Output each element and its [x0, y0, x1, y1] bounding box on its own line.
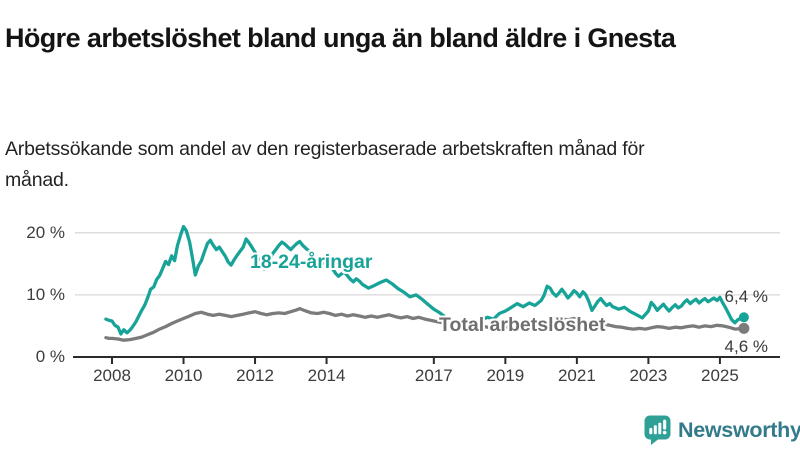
series-line-total: [104, 306, 746, 342]
x-axis-label: 2014: [307, 366, 346, 385]
x-axis-label: 2008: [93, 366, 131, 385]
end-dot-total: [738, 322, 750, 334]
bar-icon-small: [649, 428, 653, 435]
end-value-label-total: 4,6 %: [724, 337, 768, 356]
x-axis-label: 2012: [236, 366, 274, 385]
newsworthy-logo[interactable]: Newsworthy: [644, 415, 800, 445]
exclamation-stem-icon: [663, 419, 667, 430]
x-axis-label: 2025: [700, 366, 739, 385]
x-axis-label: 2023: [629, 366, 668, 385]
y-axis-label: 10 %: [26, 284, 65, 304]
x-axis-label: 2019: [486, 366, 525, 385]
x-axis-label: 2010: [164, 366, 203, 385]
bar-icon-tall: [658, 422, 662, 435]
series-label-total: Total arbetslöshet: [439, 314, 606, 336]
speech-bubble-shape: [644, 415, 671, 445]
newsworthy-logo-icon: [644, 415, 671, 445]
chart-subtitle: Arbetssökande som andel av den registerb…: [5, 137, 645, 191]
bar-icon-medium: [653, 425, 657, 435]
y-axis-label: 0 %: [35, 347, 65, 366]
exclamation-dot-icon: [662, 430, 667, 435]
page-title: Högre arbetslöshet bland unga än bland ä…: [5, 23, 676, 54]
series-line-youth: [104, 224, 746, 336]
y-axis-label: 20 %: [26, 222, 65, 242]
x-axis-label: 2017: [414, 366, 453, 385]
x-axis-label: 2021: [557, 366, 596, 385]
series-label-youth: 18-24-åringar: [250, 251, 373, 273]
newsworthy-logo-text: Newsworthy: [678, 418, 800, 442]
end-dot-youth: [738, 312, 749, 323]
end-value-label-youth: 6,4 %: [724, 287, 768, 306]
